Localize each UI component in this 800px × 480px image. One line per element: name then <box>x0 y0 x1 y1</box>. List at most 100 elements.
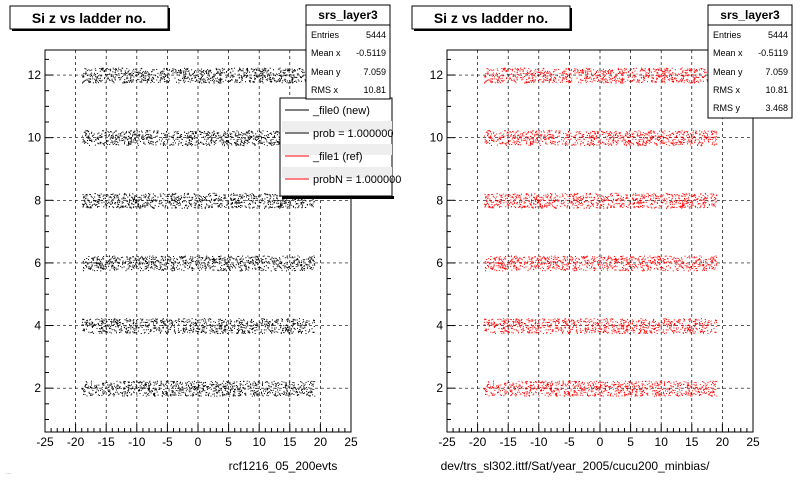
scatter-point <box>276 194 278 196</box>
scatter-point <box>300 331 302 333</box>
scatter-point <box>208 142 210 144</box>
scatter-point <box>212 393 214 395</box>
scatter-point <box>86 384 88 386</box>
scatter-point <box>146 199 148 201</box>
scatter-point <box>147 262 149 264</box>
scatter-point <box>195 203 197 205</box>
scatter-point <box>301 392 303 394</box>
scatter-point <box>113 268 115 270</box>
scatter-point <box>205 258 207 260</box>
scatter-point <box>205 197 206 199</box>
scatter-point <box>205 269 207 271</box>
scatter-point <box>207 134 209 136</box>
scatter-point <box>88 201 90 203</box>
scatter-point <box>254 201 256 203</box>
scatter-point <box>259 331 261 333</box>
scatter-point <box>174 198 176 200</box>
scatter-point <box>125 132 127 134</box>
scatter-point <box>236 207 238 209</box>
scatter-point <box>251 395 253 397</box>
scatter-point <box>184 331 186 333</box>
scatter-point <box>283 265 285 267</box>
scatter-point <box>262 382 264 384</box>
scatter-point <box>95 139 97 140</box>
scatter-point <box>130 143 132 145</box>
scatter-point <box>247 321 249 323</box>
scatter-point <box>138 131 140 133</box>
scatter-point <box>90 195 92 197</box>
scatter-point <box>109 389 111 391</box>
scatter-point <box>121 267 123 269</box>
scatter-point <box>114 137 116 139</box>
scatter-point <box>295 391 297 393</box>
scatter-point <box>293 384 295 386</box>
scatter-point <box>201 198 203 200</box>
scatter-point <box>251 318 253 320</box>
scatter-point <box>110 193 112 195</box>
scatter-point <box>204 326 206 328</box>
scatter-point <box>293 262 295 263</box>
scatter-point <box>264 206 266 208</box>
scatter-point <box>131 393 133 395</box>
scatter-point <box>292 82 293 84</box>
scatter-point <box>158 202 160 204</box>
scatter-point <box>88 385 90 387</box>
scatter-point <box>90 267 91 269</box>
scatter-point <box>184 262 186 264</box>
scatter-point <box>86 387 88 389</box>
scatter-point <box>172 266 174 267</box>
scatter-point <box>88 392 90 394</box>
scatter-point <box>241 197 243 199</box>
scatter-point <box>244 72 246 74</box>
scatter-point <box>229 134 231 135</box>
scatter-point <box>182 145 184 146</box>
scatter-point <box>302 69 304 71</box>
scatter-point <box>121 135 123 137</box>
scatter-point <box>246 260 248 262</box>
scatter-point <box>255 133 257 135</box>
scatter-point <box>127 202 129 204</box>
scatter-point <box>141 131 143 133</box>
scatter-point <box>253 264 255 266</box>
scatter-point <box>275 385 277 387</box>
scatter-point <box>247 137 249 139</box>
scatter-point <box>298 332 300 334</box>
scatter-point <box>139 206 141 208</box>
scatter-point <box>82 75 84 77</box>
scatter-point <box>220 255 222 257</box>
scatter-point <box>237 202 239 204</box>
scatter-point <box>213 202 215 204</box>
scatter-point <box>136 201 138 203</box>
scatter-point <box>192 395 194 397</box>
scatter-point <box>131 137 132 139</box>
scatter-point <box>231 133 233 135</box>
scatter-point <box>227 142 229 143</box>
scatter-point <box>233 394 235 396</box>
scatter-point <box>95 200 97 202</box>
scatter-point <box>255 392 257 394</box>
scatter-point <box>267 395 269 397</box>
scatter-point <box>164 135 166 136</box>
scatter-point <box>129 320 131 322</box>
scatter-point <box>171 390 173 392</box>
scatter-point <box>208 132 210 134</box>
scatter-point <box>135 260 137 261</box>
scatter-point <box>101 202 103 204</box>
scatter-point <box>251 319 253 321</box>
scatter-point <box>155 195 157 197</box>
scatter-point <box>113 321 115 323</box>
scatter-point <box>146 384 147 385</box>
scatter-point <box>117 322 119 324</box>
scatter-point <box>204 268 206 270</box>
scatter-point <box>180 329 182 331</box>
scatter-point <box>153 207 155 209</box>
scatter-point <box>289 204 290 206</box>
scatter-point <box>108 263 110 265</box>
scatter-point <box>197 258 199 260</box>
scatter-point <box>177 144 179 146</box>
scatter-point <box>147 324 149 326</box>
scatter-point <box>132 200 134 202</box>
scatter-point <box>208 395 210 397</box>
scatter-point <box>255 391 257 393</box>
scatter-point <box>236 135 238 136</box>
